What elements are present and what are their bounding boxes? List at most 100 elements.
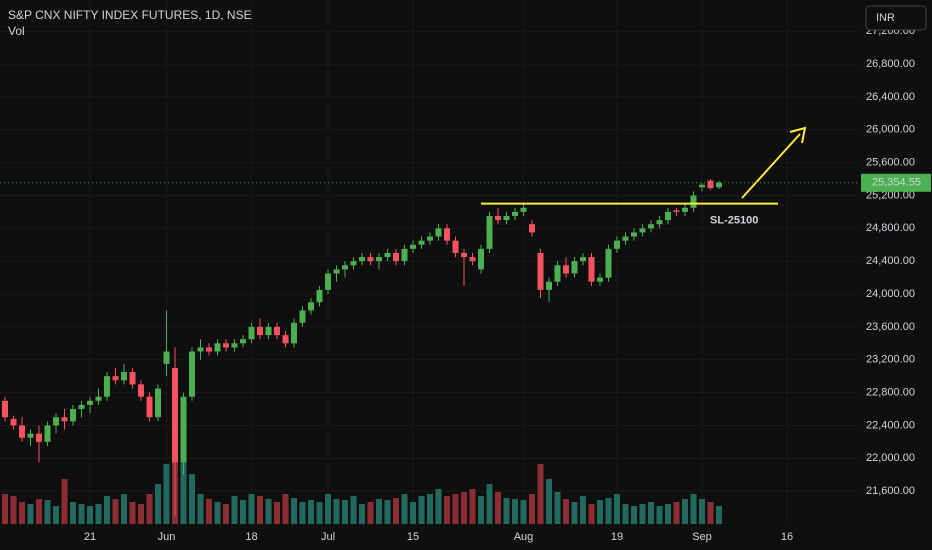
candle-body <box>333 269 340 274</box>
volume-bar <box>138 504 144 524</box>
y-tick-label: 22,800.00 <box>866 386 915 398</box>
candle-body <box>325 273 331 290</box>
volume-bar <box>197 494 204 524</box>
volume-bar <box>325 494 331 524</box>
candle-body <box>444 228 450 241</box>
volume-bar <box>478 496 484 524</box>
candle-body <box>189 351 195 397</box>
candle-body <box>316 289 323 303</box>
currency-button[interactable] <box>865 5 927 31</box>
volume-bar <box>410 502 416 524</box>
volume-bar <box>452 494 459 524</box>
candle-body <box>78 404 85 410</box>
candle-body <box>605 248 612 278</box>
y-tick-label: 26,000.00 <box>866 124 915 136</box>
volume-bar <box>520 500 527 524</box>
volume-bar <box>444 496 450 524</box>
candle-body <box>665 211 671 221</box>
x-tick-label: 16 <box>781 531 793 543</box>
volume-bar <box>367 502 374 524</box>
volume-bar <box>571 502 578 524</box>
volume-bar <box>180 454 187 524</box>
candle-body <box>639 228 646 233</box>
candle-body <box>707 180 714 189</box>
volume-bar <box>70 502 76 524</box>
volume-bar <box>240 500 246 524</box>
volume-bar <box>265 499 272 524</box>
volume-bar <box>350 496 357 524</box>
volume-bar <box>214 502 221 524</box>
y-tick-label: 23,600.00 <box>866 321 915 333</box>
volume-bar <box>648 502 654 524</box>
y-tick-label: 23,200.00 <box>866 354 915 366</box>
volume-bar <box>274 502 280 524</box>
candle-body <box>435 228 442 237</box>
candle-body <box>274 326 280 336</box>
x-tick-label: 15 <box>407 531 419 543</box>
volume-bar <box>529 494 535 524</box>
chart-title: S&P CNX NIFTY INDEX FUTURES, 1D, NSE <box>8 8 252 22</box>
candle-body <box>163 351 170 364</box>
candle-body <box>452 240 459 253</box>
candle-body <box>299 310 306 323</box>
volume-bar <box>631 506 637 524</box>
volume-bar <box>469 489 476 524</box>
candle-body <box>631 232 637 237</box>
y-tick-label: 24,800.00 <box>866 222 915 234</box>
volume-bar <box>690 494 697 524</box>
candle-body <box>588 257 595 282</box>
volume-bar <box>95 504 102 524</box>
y-tick-label: 24,400.00 <box>866 255 915 267</box>
candle-body <box>257 326 263 336</box>
volume-bar <box>614 494 620 524</box>
volume-bar <box>512 499 518 524</box>
candle-body <box>104 376 110 397</box>
volume-bar <box>44 500 51 524</box>
y-tick-label: 25,600.00 <box>866 157 915 169</box>
candle-body <box>87 400 93 405</box>
volume-label: Vol <box>8 24 25 38</box>
trend-arrow <box>741 133 801 199</box>
volume-bar <box>2 494 8 524</box>
candle-body <box>138 384 144 397</box>
x-tick-label: Jun <box>158 531 176 543</box>
candle-body <box>95 396 102 401</box>
candle-body <box>121 372 127 381</box>
volume-bar <box>19 502 25 524</box>
candle-body <box>427 236 433 241</box>
candle-body <box>503 216 510 221</box>
volume-bar <box>673 502 680 524</box>
currency-label[interactable]: INR <box>876 12 895 24</box>
y-tick-label: 22,000.00 <box>866 452 915 464</box>
candle-body <box>469 257 476 262</box>
candle-body <box>393 252 399 262</box>
candle-body <box>214 343 221 352</box>
candle-body <box>614 240 620 249</box>
volume-bar <box>333 499 340 524</box>
candle-body <box>146 396 153 418</box>
overlay: SL-25100 <box>481 126 807 227</box>
candle-body <box>308 302 314 311</box>
candle-body <box>367 257 374 262</box>
volume-bar <box>121 494 127 524</box>
volume-bar <box>682 499 688 524</box>
volume-bar <box>27 504 34 524</box>
volume-bar <box>639 504 646 524</box>
candle-body <box>529 224 535 233</box>
candle-body <box>155 388 161 418</box>
volume-bar <box>537 464 544 524</box>
candle-body <box>342 265 348 270</box>
candle-body <box>61 417 68 422</box>
volume-bar <box>282 494 289 524</box>
volume-bar <box>112 499 119 524</box>
candle-body <box>571 261 578 274</box>
candle-body <box>486 216 493 249</box>
y-tick-label: 25,200.00 <box>866 189 915 201</box>
x-tick-label: 19 <box>611 531 623 543</box>
volume-bar <box>503 498 510 524</box>
volume-bar <box>359 504 365 524</box>
volume-bar <box>10 496 17 524</box>
grid <box>0 0 860 524</box>
